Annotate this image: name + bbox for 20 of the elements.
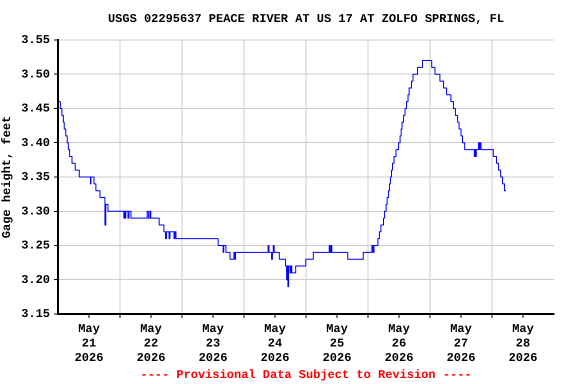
x-tick-label: May 22 2026 xyxy=(136,322,166,366)
text: ---- Provisional Data Subject to Revision ---- xyxy=(140,368,472,382)
y-tick-label: 3.15 xyxy=(21,307,50,322)
y-tick-label: 3.55 xyxy=(21,33,50,48)
x-tick-label: May 27 2026 xyxy=(446,322,476,366)
x-tick-label: May 21 2026 xyxy=(74,322,104,366)
y-axis-title: Gage height, feet xyxy=(0,116,14,238)
x-tick-label: May 26 2026 xyxy=(384,322,414,366)
y-tick-label: 3.30 xyxy=(21,204,50,218)
y-tick-label: 3.20 xyxy=(21,272,50,287)
chart-title: USGS 02295637 PEACE RIVER AT US 17 AT ZOLFO SPRINGS, FL xyxy=(108,12,504,26)
x-tick-label: May 28 2026 xyxy=(508,322,538,366)
y-tick-label: 3.35 xyxy=(21,170,50,184)
y-tick-label: 3.40 xyxy=(21,136,50,150)
y-tick-label: 3.45 xyxy=(21,102,50,116)
x-tick-label: May 23 2026 xyxy=(198,322,228,366)
x-tick-label: May 24 2026 xyxy=(260,322,290,366)
y-tick-label: 3.50 xyxy=(21,67,50,82)
y-tick-label: 3.25 xyxy=(21,238,50,253)
x-tick-label: May 25 2026 xyxy=(322,322,352,366)
